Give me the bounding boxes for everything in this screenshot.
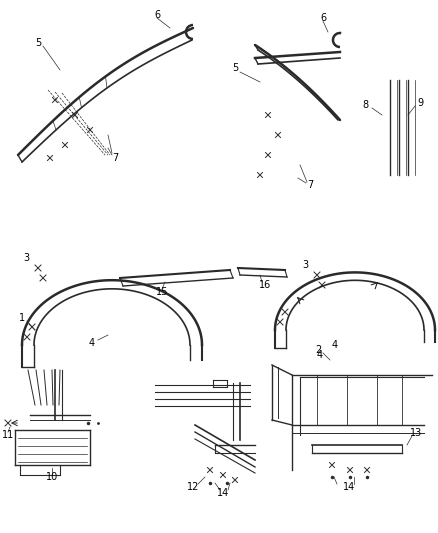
Text: 4: 4 <box>89 338 95 348</box>
Text: 13: 13 <box>410 428 422 438</box>
Text: 5: 5 <box>232 63 238 73</box>
Text: 7: 7 <box>307 180 313 190</box>
Text: 14: 14 <box>217 488 229 498</box>
Text: 6: 6 <box>320 13 326 23</box>
Text: 7: 7 <box>112 153 118 163</box>
Text: 4: 4 <box>317 350 323 360</box>
Text: 3: 3 <box>23 253 29 263</box>
Text: 14: 14 <box>343 482 355 492</box>
Text: 10: 10 <box>46 472 58 482</box>
Text: 12: 12 <box>187 482 199 492</box>
Text: 3: 3 <box>302 260 308 270</box>
Text: 15: 15 <box>156 287 168 297</box>
Text: 4: 4 <box>332 340 338 350</box>
Text: 8: 8 <box>362 100 368 110</box>
Text: 1: 1 <box>19 313 25 323</box>
Text: 5: 5 <box>35 38 41 48</box>
Text: 9: 9 <box>417 98 423 108</box>
Text: 2: 2 <box>315 345 321 355</box>
Text: 11: 11 <box>2 430 14 440</box>
Text: 16: 16 <box>259 280 271 290</box>
Text: 6: 6 <box>154 10 160 20</box>
